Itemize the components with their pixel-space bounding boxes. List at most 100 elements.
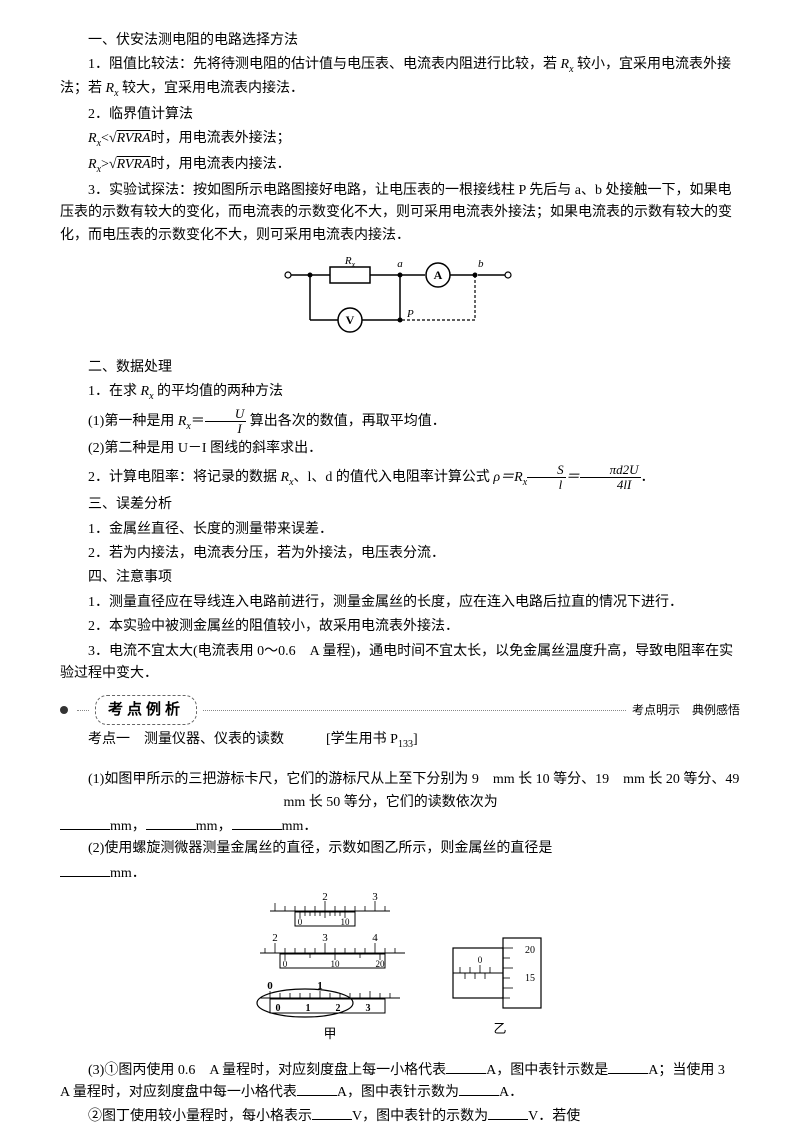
s2-p1b: 的平均值的两种方法 [154,384,284,399]
sl-fraction: Sl [527,463,566,493]
section-label: 考点例析 [95,695,197,725]
s1-title: 一、伏安法测电阻的电路选择方法 [60,30,740,52]
s2-p1-2: (2)第二种是用 U－I 图线的斜率求出． [60,438,740,460]
mic-0: 0 [478,955,483,965]
cal3-v3: 3 [366,1003,371,1014]
rx-symbol-2: Rx [106,81,119,96]
diagram-row: 2 3 0 10 2 3 4 0 10 20 [60,893,740,1051]
circuit-ammeter: A [434,268,443,282]
s1-p3: 3．实验试探法：按如图所示电路图接好电路，让电压表的一根接线柱 P 先后与 a、… [60,180,740,247]
s2-p2c: ． [641,470,655,485]
cal1-3: 3 [372,893,378,903]
s2-p2: 2．计算电阻率：将记录的数据 Rx、l、d 的值代入电阻率计算公式 ρ＝RxSl… [60,463,740,493]
mic-15: 15 [525,973,535,984]
rx-symbol: Rx [561,57,574,72]
kd1-q3b: ，图中表针示数是 [496,1063,608,1078]
s2-p1a: 1．在求 [88,384,141,399]
rx-s2b: Rx [281,470,294,485]
rel-gt: > [101,157,109,172]
sqrt-a: RVRA [117,131,151,146]
s3-p2: 2．若为内接法，电流表分压，若为外接法，电压表分流． [60,543,740,565]
rx-eq: Rx [178,414,191,429]
mm2: mm [196,819,218,834]
blank-5[interactable] [446,1060,486,1074]
cal1-v0: 0 [298,917,303,927]
sqrt-b: RVRA [117,157,151,172]
blank-1[interactable] [60,816,110,830]
mm1: mm [110,819,132,834]
blank-2[interactable] [146,816,196,830]
kd1-title-end: ] [413,732,418,747]
dotted-right [203,710,626,711]
rx-a: Rx [88,131,101,146]
dot-icon [60,706,68,714]
circuit-voltmeter: V [346,313,355,327]
s1-p2: 2．临界值计算法 [60,104,740,126]
kd1-title-text: 考点一 测量仪器、仪表的读数 [学生用书 P [88,732,398,747]
blank-3[interactable] [232,816,282,830]
kd1-q3-2b: V，图中表针的示数为 [352,1109,488,1124]
s1-p1: 1．阻值比较法：先将待测电阻的估计值与电压表、电流表内阻进行比较，若 Rx 较小… [60,54,740,102]
kd1-q1a: (1)如图甲所示的三把游标卡尺，它们的游标尺从上至下分别为 9 mm 长 10 … [88,772,739,787]
cal2-3: 3 [322,932,328,944]
kd1-q3-2: ②图丁使用较小量程时，每小格表示 V，图中表针的示数为 V．若使 [60,1106,740,1128]
kd1-pnum: 133 [398,739,413,750]
kd1-q3a: (3)①图丙使用 0.6 A 量程时，对应刻度盘上每一小格代表 [88,1063,446,1078]
s2-p1-1: (1)第一种是用 Rx＝UI 算出各次的数值，再取平均值． [60,407,740,437]
kd1-q1-blanks: mm，mm，mm． [60,816,740,838]
cal3-v2: 2 [336,1003,341,1014]
blank-8[interactable] [459,1082,499,1096]
blank-9[interactable] [312,1106,352,1120]
kd1-title: 考点一 测量仪器、仪表的读数 [学生用书 P133] [60,729,740,753]
s2-p2b: 、l、d 的值代入电阻率计算公式 [294,470,494,485]
cal3-0m: 0 [267,980,273,992]
blank-4[interactable] [60,863,110,877]
s1-p2a-suffix: 时，用电流表外接法； [151,131,291,146]
caliper-group: 2 3 0 10 2 3 4 0 10 20 [245,893,415,1051]
s2-p1-1a: (1)第一种是用 [88,414,178,429]
ui-fraction: UI [205,407,246,437]
circuit-a-label: a [397,258,403,270]
caption-yi: 乙 [493,1021,506,1036]
kd1-q2a: (2)使用螺旋测微器测量金属丝的直径，示数如图乙所示，则金属丝的直径是 [88,841,552,856]
cal2-4: 4 [372,932,378,944]
s1-p1a: 1．阻值比较法：先将待测电阻的估计值与电压表、电流表内阻进行比较，若 [88,57,561,72]
cal3-1m: 1 [317,980,323,992]
s4-title: 四、注意事项 [60,567,740,589]
kd1-q3-2c: V．若使 [528,1109,580,1124]
kd1-q3e: A． [499,1085,523,1100]
kd1-q1: (1)如图甲所示的三把游标卡尺，它们的游标尺从上至下分别为 9 mm 长 10 … [60,769,740,814]
blank-10[interactable] [488,1106,528,1120]
s4-p1: 1．测量直径应在导线连入电路前进行，测量金属丝的长度，应在连入电路后拉直的情况下… [60,592,740,614]
s3-title: 三、误差分析 [60,494,740,516]
s1-p2b-suffix: 时，用电流表内接法． [151,157,291,172]
kd1-q3d: A，图中表针示数为 [337,1085,459,1100]
cal3-v1: 1 [306,1003,311,1014]
circuit-diagram: Rx a A b P V [60,255,740,348]
kd1-q3-2a: ②图丁使用较小量程时，每小格表示 [88,1109,312,1124]
blank-7[interactable] [297,1082,337,1096]
circuit-b-label: b [478,258,484,270]
s2-title: 二、数据处理 [60,357,740,379]
rx-b: Rx [88,157,101,172]
cal2-v10: 10 [331,959,341,969]
cal1-v10: 10 [341,917,351,927]
section-header: 考点例析 考点明示 典例感悟 [60,695,740,725]
blank-6[interactable] [608,1060,648,1074]
dotted-left [77,710,89,711]
s3-p1: 1．金属丝直径、长度的测量带来误差． [60,519,740,541]
cal2-v0: 0 [283,959,288,969]
rx-s2: Rx [141,384,154,399]
s1-p1c: 较大，宜采用电流表内接法． [119,81,305,96]
cal1-2: 2 [322,893,328,903]
kd1-q1b: mm 长 50 等分，它们的读数依次为 [284,795,498,810]
section-note: 考点明示 典例感悟 [632,701,740,720]
s4-p3: 3．电流不宜太大(电流表用 0～0.6 A 量程)，通电时间不宜太长，以免金属丝… [60,641,740,686]
s1-p2b: Rx>√RVRA时，用电流表内接法． [60,154,740,178]
s2-p1-1b: 算出各次的数值，再取平均值． [246,414,446,429]
micrometer-group: 0 20 15 乙 [445,923,555,1051]
s2-p2a: 2．计算电阻率：将记录的数据 [88,470,281,485]
caption-jia: 甲 [323,1026,336,1041]
mm4: mm [110,866,132,881]
cal2-2: 2 [272,932,278,944]
